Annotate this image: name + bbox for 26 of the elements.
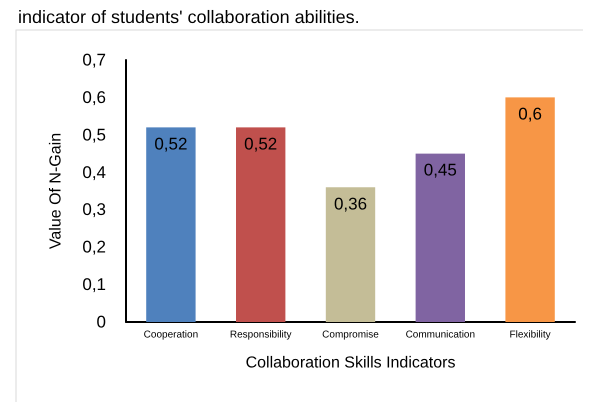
x-tick-label: Cooperation <box>144 330 198 340</box>
bar <box>416 154 465 322</box>
text: indicator of students' collaboration abilities. <box>18 7 360 27</box>
data-label: 0,52 <box>154 134 188 154</box>
y-tick-label: 0,5 <box>82 125 106 144</box>
y-tick-label: 0,2 <box>82 238 106 257</box>
data-label: 0,52 <box>244 134 278 154</box>
y-tick-label: 0,1 <box>82 275 106 294</box>
y-tick-label: 0 <box>96 312 106 332</box>
x-tick-label: Compromise <box>322 330 380 340</box>
x-tick-label: Communication <box>406 330 476 340</box>
x-tick-label: Flexibility <box>510 330 551 340</box>
x-tick-label: Responsibility <box>230 330 292 340</box>
bar <box>236 127 286 322</box>
data-label: 0,45 <box>424 160 457 180</box>
x-axis-title: Collaboration Skills Indicators <box>246 354 456 372</box>
data-label: 0,36 <box>334 194 368 214</box>
y-tick-label: 0,7 <box>82 50 106 70</box>
y-tick-label: 0,4 <box>82 162 106 182</box>
data-label: 0,6 <box>518 104 542 124</box>
bar <box>505 97 555 322</box>
y-axis-title: Value Of N-Gain <box>48 132 64 250</box>
bar <box>146 127 196 322</box>
bar <box>326 187 376 322</box>
y-tick-label: 0,3 <box>82 200 106 220</box>
y-tick-label: 0,6 <box>82 88 106 107</box>
